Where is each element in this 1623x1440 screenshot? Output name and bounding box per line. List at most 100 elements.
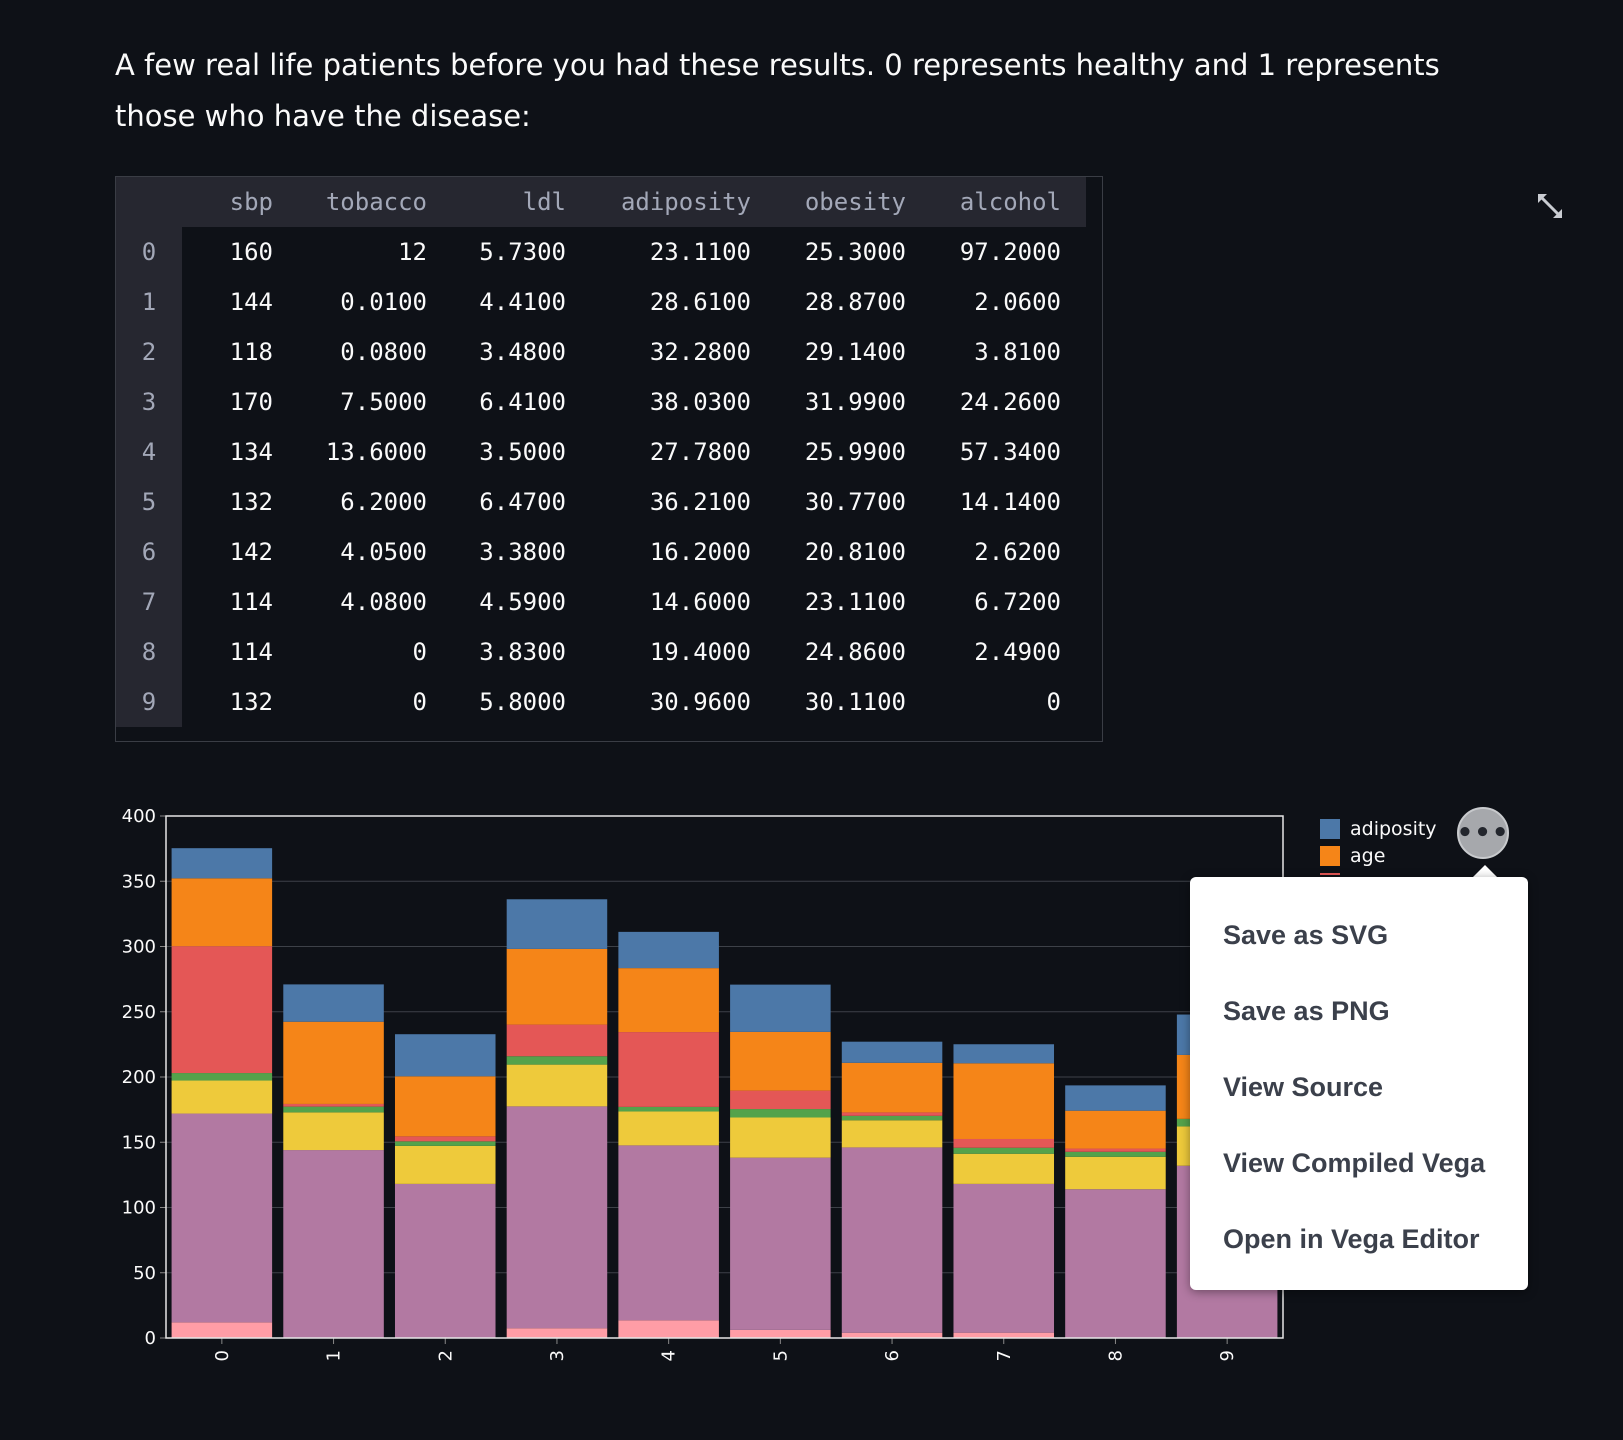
- table-cell[interactable]: 27.7800: [649, 438, 751, 466]
- table-cell[interactable]: 132: [229, 688, 273, 716]
- y-tick-label: 300: [122, 937, 156, 958]
- table-cell[interactable]: 6.4100: [479, 388, 566, 416]
- table-cell[interactable]: 132: [229, 488, 273, 516]
- table-cell[interactable]: 2.4900: [974, 638, 1061, 666]
- table-cell[interactable]: 4.0800: [340, 588, 427, 616]
- table-cell[interactable]: 16.2000: [649, 538, 751, 566]
- legend-item: alcohol: [1320, 869, 1460, 875]
- table-cell[interactable]: 30.9600: [649, 688, 751, 716]
- table-cell[interactable]: 38.0300: [649, 388, 751, 416]
- bar-segment-age: [171, 878, 273, 947]
- column-header[interactable]: tobacco: [298, 177, 452, 227]
- bar-segment-alcohol: [283, 1103, 384, 1107]
- table-cell[interactable]: 32.2800: [649, 338, 751, 366]
- table-cell[interactable]: 19.4000: [649, 638, 751, 666]
- table-cell[interactable]: 30.1100: [804, 688, 906, 716]
- bar-segment-ldl-yellow: [953, 1153, 1055, 1184]
- column-header[interactable]: alcohol: [931, 177, 1086, 227]
- menu-item-view-compiled-vega[interactable]: View Compiled Vega: [1223, 1148, 1486, 1178]
- bar-segment-alcohol: [394, 1136, 496, 1142]
- table-cell[interactable]: 5.7300: [479, 238, 566, 266]
- table-cell[interactable]: 6.2000: [340, 488, 427, 516]
- column-header[interactable]: adiposity: [591, 177, 776, 227]
- bar-segment-age: [506, 948, 608, 1025]
- table-cell[interactable]: 25.3000: [804, 238, 906, 266]
- bar-segment-age: [730, 1031, 831, 1091]
- bar-segment-adiposity: [283, 984, 384, 1022]
- table-cell[interactable]: 28.8700: [804, 288, 906, 316]
- table-cell[interactable]: 12: [398, 238, 427, 266]
- table-cell[interactable]: 0.0800: [340, 338, 427, 366]
- table-cell[interactable]: 6.4700: [479, 488, 566, 516]
- table-row: 7 114 4.0800 4.5900 14.6000 23.1100 6.7200: [116, 577, 1086, 627]
- x-tick-label: 2: [435, 1350, 456, 1361]
- legend-label: alcohol: [1350, 872, 1418, 876]
- table-cell[interactable]: 7.5000: [340, 388, 427, 416]
- stacked-bar-chart: 0 50 100 150 200 250 300 350 400 0 1 2 3 4 5 6 7 8 9: [100, 800, 1300, 1380]
- table-cell[interactable]: 3.8300: [479, 638, 566, 666]
- table-cell[interactable]: 57.3400: [959, 438, 1061, 466]
- table-cell[interactable]: 2.6200: [974, 538, 1061, 566]
- fullscreen-expand-icon[interactable]: [1535, 191, 1565, 221]
- table-cell[interactable]: 142: [229, 538, 273, 566]
- table-cell[interactable]: 23.1100: [649, 238, 751, 266]
- table-cell[interactable]: 31.9900: [804, 388, 906, 416]
- menu-item-open-vega-editor[interactable]: Open in Vega Editor: [1223, 1224, 1480, 1254]
- table-cell[interactable]: 114: [229, 638, 273, 666]
- x-tick-label: 8: [1105, 1350, 1126, 1361]
- intro-text: A few real life patients before you had …: [115, 48, 1440, 133]
- table-cell[interactable]: 0: [412, 638, 427, 666]
- table-cell[interactable]: 13.6000: [325, 438, 427, 466]
- table-cell[interactable]: 3.5000: [479, 438, 566, 466]
- table-cell[interactable]: 6.7200: [974, 588, 1061, 616]
- table-row: 5 132 6.2000 6.4700 36.2100 30.7700 14.1400: [116, 477, 1086, 527]
- table-cell[interactable]: 4.0500: [340, 538, 427, 566]
- table-cell[interactable]: 30.7700: [804, 488, 906, 516]
- table-cell[interactable]: 4.4100: [479, 288, 566, 316]
- chart-actions-button[interactable]: •••: [1457, 807, 1509, 859]
- table-cell[interactable]: 2.0600: [974, 288, 1061, 316]
- table-row: 2 118 0.0800 3.4800 32.2800 29.1400 3.8100: [116, 327, 1086, 377]
- table-cell[interactable]: 144: [229, 288, 273, 316]
- table-cell[interactable]: 29.1400: [804, 338, 906, 366]
- bar-segment-adiposity: [394, 1034, 496, 1077]
- table-cell[interactable]: 5.8000: [479, 688, 566, 716]
- table-cell[interactable]: 114: [229, 588, 273, 616]
- menu-item-save-png[interactable]: Save as PNG: [1223, 996, 1390, 1026]
- menu-item-view-source[interactable]: View Source: [1223, 1072, 1384, 1102]
- y-tick-label: 0: [145, 1328, 156, 1349]
- table-cell[interactable]: 24.2600: [959, 388, 1061, 416]
- table-cell[interactable]: 160: [229, 238, 273, 266]
- y-tick-label: 150: [122, 1132, 156, 1153]
- table-cell[interactable]: 0: [412, 688, 427, 716]
- table-cell[interactable]: 3.8100: [974, 338, 1061, 366]
- bar-segment-tobacco: [506, 1328, 608, 1338]
- column-header[interactable]: sbp: [182, 177, 298, 227]
- table-cell[interactable]: 3.3800: [479, 538, 566, 566]
- dataframe[interactable]: sbp tobacco ldl adiposity obesity alcoho…: [115, 176, 1103, 742]
- table-cell[interactable]: 23.1100: [804, 588, 906, 616]
- table-cell[interactable]: 134: [229, 438, 273, 466]
- table-cell[interactable]: 36.2100: [649, 488, 751, 516]
- column-header[interactable]: ldl: [452, 177, 591, 227]
- table-cell[interactable]: 3.4800: [479, 338, 566, 366]
- table-cell[interactable]: 20.8100: [804, 538, 906, 566]
- bar-segment-ldl-yellow: [171, 1080, 273, 1114]
- row-index: 6: [116, 527, 182, 577]
- table-cell[interactable]: 14.6000: [649, 588, 751, 616]
- table-cell[interactable]: 28.6100: [649, 288, 751, 316]
- menu-item-save-svg[interactable]: Save as SVG: [1223, 920, 1389, 950]
- column-header[interactable]: obesity: [776, 177, 931, 227]
- table-cell[interactable]: 118: [229, 338, 273, 366]
- table-cell[interactable]: 24.8600: [804, 638, 906, 666]
- table-cell[interactable]: 170: [229, 388, 273, 416]
- table-cell[interactable]: 0: [1046, 688, 1061, 716]
- table-cell[interactable]: 97.2000: [959, 238, 1061, 266]
- table-cell[interactable]: 25.9900: [804, 438, 906, 466]
- legend-swatch: [1320, 818, 1340, 839]
- table-cell[interactable]: 14.1400: [959, 488, 1061, 516]
- table-cell[interactable]: 0.0100: [340, 288, 427, 316]
- bar-segment-sbp: [283, 1150, 384, 1338]
- table-cell[interactable]: 4.5900: [479, 588, 566, 616]
